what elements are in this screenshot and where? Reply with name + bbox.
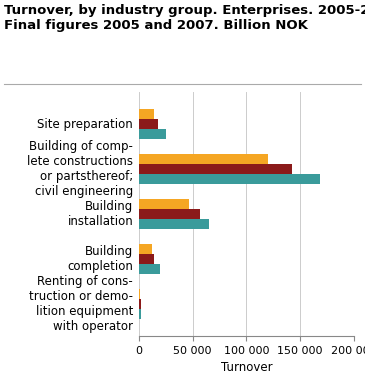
Bar bbox=[139, 309, 141, 319]
Text: Turnover, by industry group. Enterprises. 2005-2007.
Final figures 2005 and 2007: Turnover, by industry group. Enterprises… bbox=[4, 4, 365, 32]
Bar bbox=[139, 264, 160, 274]
Bar bbox=[139, 119, 158, 129]
X-axis label: Turnover: Turnover bbox=[220, 361, 272, 374]
Bar bbox=[139, 209, 200, 219]
Bar bbox=[139, 174, 320, 184]
Bar bbox=[139, 254, 154, 264]
Bar bbox=[139, 109, 154, 119]
Bar bbox=[139, 154, 268, 164]
Bar bbox=[139, 299, 141, 309]
Legend: 2005, 2006, 2007: 2005, 2006, 2007 bbox=[150, 381, 343, 382]
Bar bbox=[139, 289, 140, 299]
Bar bbox=[139, 199, 189, 209]
Bar bbox=[139, 219, 209, 229]
Bar bbox=[139, 244, 151, 254]
Bar bbox=[139, 164, 292, 174]
Bar bbox=[139, 129, 166, 139]
